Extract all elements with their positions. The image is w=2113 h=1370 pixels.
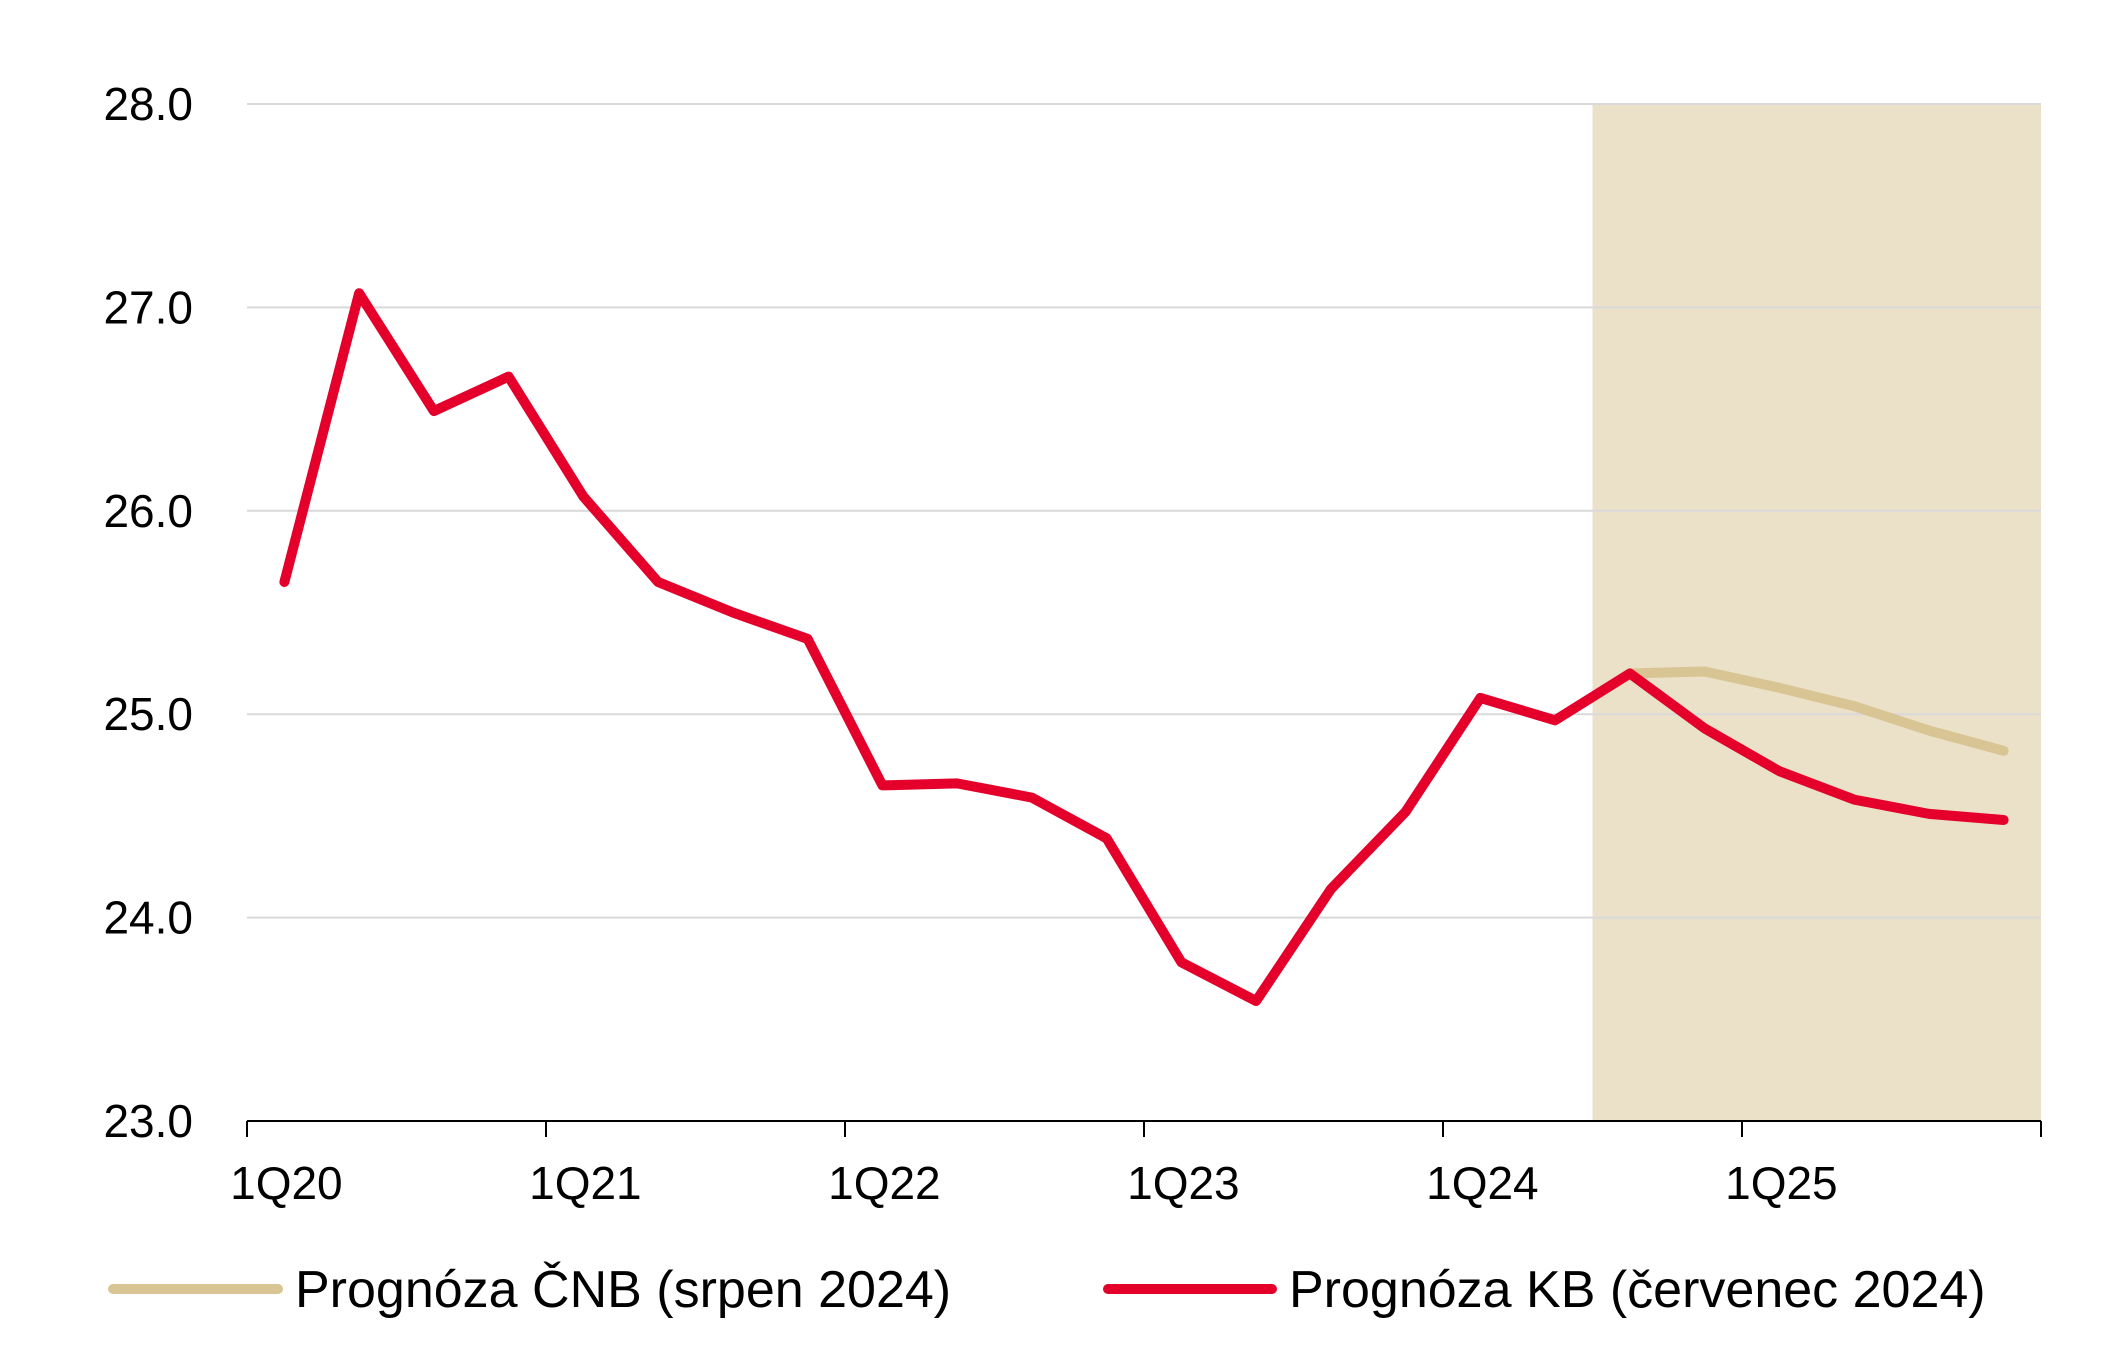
x-tick-label: 1Q20 <box>230 1157 343 1209</box>
series-line-kb <box>279 288 2009 1006</box>
x-tick-label: 1Q24 <box>1426 1157 1539 1209</box>
gridlines <box>247 103 2041 919</box>
x-tick-label: 1Q21 <box>529 1157 642 1209</box>
y-axis-ticks: 23.0 24.0 25.0 26.0 27.0 28.0 <box>103 78 193 1147</box>
y-tick-label: 23.0 <box>103 1095 193 1147</box>
forecast-shading <box>1592 104 2041 1121</box>
legend-label-cnb: Prognóza ČNB (srpen 2024) <box>295 1261 951 1319</box>
x-tick-label: 1Q23 <box>1127 1157 1240 1209</box>
y-tick-label: 24.0 <box>103 892 193 944</box>
legend-label-kb: Prognóza KB (červenec 2024) <box>1289 1261 1986 1319</box>
series-lines <box>279 288 2009 1006</box>
x-tick-label: 1Q25 <box>1725 1157 1838 1209</box>
y-tick-label: 25.0 <box>103 688 193 740</box>
y-tick-label: 26.0 <box>103 485 193 537</box>
series-line-cnb <box>1624 666 2009 756</box>
y-tick-label: 28.0 <box>103 78 193 130</box>
x-axis-ticks: 1Q20 1Q21 1Q22 1Q23 1Q24 1Q25 <box>230 1121 2042 1209</box>
legend: Prognóza ČNB (srpen 2024) Prognóza KB (č… <box>108 1261 1986 1319</box>
x-tick-label: 1Q22 <box>828 1157 941 1209</box>
y-tick-label: 27.0 <box>103 281 193 333</box>
